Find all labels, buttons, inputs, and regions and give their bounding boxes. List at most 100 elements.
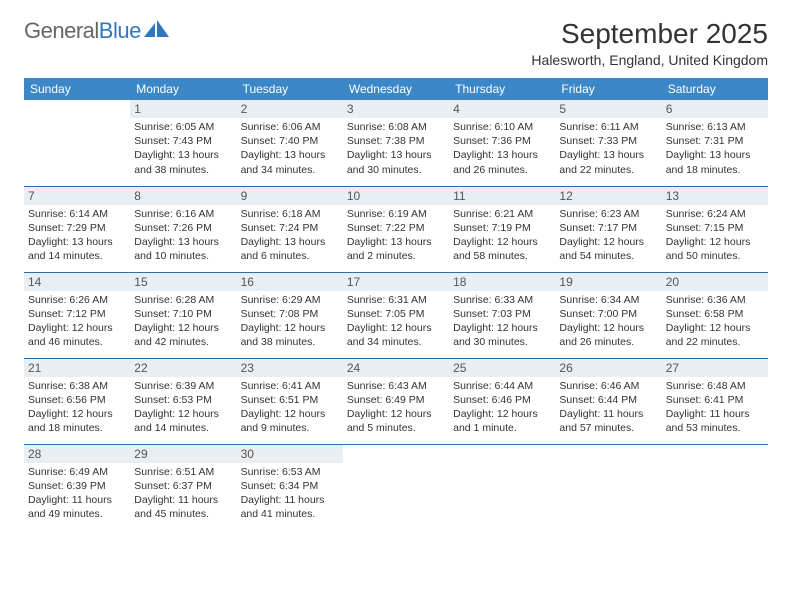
calendar-cell: 25Sunrise: 6:44 AMSunset: 6:46 PMDayligh… (449, 358, 555, 444)
calendar-cell: 18 Sunrise: 6:33 AMSunset: 7:03 PMDayligh… (449, 272, 555, 358)
day-details: Sunrise: 6:23 AMSunset: 7:17 PMDaylight:… (559, 207, 657, 264)
daylight-text: Daylight: 12 hours and 26 minutes. (559, 321, 657, 349)
daylight-text: Daylight: 12 hours and 22 minutes. (666, 321, 764, 349)
calendar-cell: 27Sunrise: 6:48 AMSunset: 6:41 PMDayligh… (662, 358, 768, 444)
calendar-week: 21Sunrise: 6:38 AMSunset: 6:56 PMDayligh… (24, 358, 768, 444)
header: GeneralBlue September 2025 (24, 18, 768, 50)
calendar-cell: 10Sunrise: 6:19 AMSunset: 7:22 PMDayligh… (343, 186, 449, 272)
sunset-text: Sunset: 6:34 PM (241, 479, 339, 493)
daylight-text: Daylight: 11 hours and 45 minutes. (134, 493, 232, 521)
day-details: Sunrise: 6:33 AMSunset: 7:03 PMDaylight:… (453, 293, 551, 350)
sunrise-text: Sunrise: 6:19 AM (347, 207, 445, 221)
day-details: Sunrise: 6:38 AMSunset: 6:56 PMDaylight:… (28, 379, 126, 436)
day-details: Sunrise: 6:08 AMSunset: 7:38 PMDaylight:… (347, 120, 445, 177)
day-details: Sunrise: 6:41 AMSunset: 6:51 PMDaylight:… (241, 379, 339, 436)
calendar-cell (662, 444, 768, 530)
sunrise-text: Sunrise: 6:14 AM (28, 207, 126, 221)
col-friday: Friday (555, 78, 661, 100)
calendar-week: 14Sunrise: 6:26 AMSunset: 7:12 PMDayligh… (24, 272, 768, 358)
daylight-text: Daylight: 11 hours and 53 minutes. (666, 407, 764, 435)
daylight-text: Daylight: 12 hours and 1 minute. (453, 407, 551, 435)
day-details: Sunrise: 6:36 AMSunset: 6:58 PMDaylight:… (666, 293, 764, 350)
sunrise-text: Sunrise: 6:05 AM (134, 120, 232, 134)
day-details: Sunrise: 6:13 AMSunset: 7:31 PMDaylight:… (666, 120, 764, 177)
sunrise-text: Sunrise: 6:34 AM (559, 293, 657, 307)
calendar-week: 1Sunrise: 6:05 AMSunset: 7:43 PMDaylight… (24, 100, 768, 186)
col-sunday: Sunday (24, 78, 130, 100)
daylight-text: Daylight: 11 hours and 41 minutes. (241, 493, 339, 521)
sunrise-text: Sunrise: 6:23 AM (559, 207, 657, 221)
calendar-cell: 29Sunrise: 6:51 AMSunset: 6:37 PMDayligh… (130, 444, 236, 530)
day-details: Sunrise: 6:24 AMSunset: 7:15 PMDaylight:… (666, 207, 764, 264)
daylight-text: Daylight: 12 hours and 54 minutes. (559, 235, 657, 263)
sunset-text: Sunset: 7:05 PM (347, 307, 445, 321)
day-number: 15 (130, 273, 236, 291)
sunrise-text: Sunrise: 6:10 AM (453, 120, 551, 134)
daylight-text: Daylight: 12 hours and 9 minutes. (241, 407, 339, 435)
sunset-text: Sunset: 7:33 PM (559, 134, 657, 148)
sunset-text: Sunset: 6:51 PM (241, 393, 339, 407)
sunrise-text: Sunrise: 6:48 AM (666, 379, 764, 393)
daylight-text: Daylight: 12 hours and 58 minutes. (453, 235, 551, 263)
sunrise-text: Sunrise: 6:51 AM (134, 465, 232, 479)
day-number: 4 (449, 100, 555, 118)
sunset-text: Sunset: 6:44 PM (559, 393, 657, 407)
calendar-cell: 26Sunrise: 6:46 AMSunset: 6:44 PMDayligh… (555, 358, 661, 444)
sunset-text: Sunset: 7:36 PM (453, 134, 551, 148)
sunrise-text: Sunrise: 6:33 AM (453, 293, 551, 307)
calendar-cell (555, 444, 661, 530)
page-title: September 2025 (561, 18, 768, 50)
sunrise-text: Sunrise: 6:44 AM (453, 379, 551, 393)
sunrise-text: Sunrise: 6:38 AM (28, 379, 126, 393)
daylight-text: Daylight: 13 hours and 14 minutes. (28, 235, 126, 263)
day-details: Sunrise: 6:39 AMSunset: 6:53 PMDaylight:… (134, 379, 232, 436)
sunrise-text: Sunrise: 6:36 AM (666, 293, 764, 307)
sunset-text: Sunset: 7:12 PM (28, 307, 126, 321)
calendar-cell (24, 100, 130, 186)
daylight-text: Daylight: 13 hours and 30 minutes. (347, 148, 445, 176)
daylight-text: Daylight: 12 hours and 38 minutes. (241, 321, 339, 349)
calendar-cell: 24Sunrise: 6:43 AMSunset: 6:49 PMDayligh… (343, 358, 449, 444)
day-number: 17 (343, 273, 449, 291)
col-monday: Monday (130, 78, 236, 100)
day-details: Sunrise: 6:49 AMSunset: 6:39 PMDaylight:… (28, 465, 126, 522)
daylight-text: Daylight: 12 hours and 30 minutes. (453, 321, 551, 349)
day-number: 11 (449, 187, 555, 205)
brand-logo: GeneralBlue (24, 18, 170, 44)
calendar-cell: 6 Sunrise: 6:13 AMSunset: 7:31 PMDaylight… (662, 100, 768, 186)
sunrise-text: Sunrise: 6:16 AM (134, 207, 232, 221)
calendar-cell: 3Sunrise: 6:08 AMSunset: 7:38 PMDaylight… (343, 100, 449, 186)
col-tuesday: Tuesday (237, 78, 343, 100)
daylight-text: Daylight: 12 hours and 14 minutes. (134, 407, 232, 435)
day-details: Sunrise: 6:16 AMSunset: 7:26 PMDaylight:… (134, 207, 232, 264)
daylight-text: Daylight: 12 hours and 34 minutes. (347, 321, 445, 349)
day-details: Sunrise: 6:46 AMSunset: 6:44 PMDaylight:… (559, 379, 657, 436)
day-number: 18 (449, 273, 555, 291)
sunset-text: Sunset: 7:19 PM (453, 221, 551, 235)
sunset-text: Sunset: 6:49 PM (347, 393, 445, 407)
sunrise-text: Sunrise: 6:11 AM (559, 120, 657, 134)
sunrise-text: Sunrise: 6:39 AM (134, 379, 232, 393)
daylight-text: Daylight: 12 hours and 5 minutes. (347, 407, 445, 435)
day-number: 30 (237, 445, 343, 463)
daylight-text: Daylight: 13 hours and 2 minutes. (347, 235, 445, 263)
sunset-text: Sunset: 7:08 PM (241, 307, 339, 321)
day-number: 14 (24, 273, 130, 291)
day-number: 16 (237, 273, 343, 291)
day-number: 6 (662, 100, 768, 118)
sunrise-text: Sunrise: 6:06 AM (241, 120, 339, 134)
calendar-cell (449, 444, 555, 530)
daylight-text: Daylight: 12 hours and 42 minutes. (134, 321, 232, 349)
day-details: Sunrise: 6:10 AMSunset: 7:36 PMDaylight:… (453, 120, 551, 177)
daylight-text: Daylight: 12 hours and 18 minutes. (28, 407, 126, 435)
daylight-text: Daylight: 13 hours and 38 minutes. (134, 148, 232, 176)
sunrise-text: Sunrise: 6:08 AM (347, 120, 445, 134)
day-details: Sunrise: 6:05 AMSunset: 7:43 PMDaylight:… (134, 120, 232, 177)
daylight-text: Daylight: 11 hours and 49 minutes. (28, 493, 126, 521)
col-wednesday: Wednesday (343, 78, 449, 100)
daylight-text: Daylight: 11 hours and 57 minutes. (559, 407, 657, 435)
calendar-cell: 2Sunrise: 6:06 AMSunset: 7:40 PMDaylight… (237, 100, 343, 186)
sunrise-text: Sunrise: 6:18 AM (241, 207, 339, 221)
day-number: 7 (24, 187, 130, 205)
sunrise-text: Sunrise: 6:24 AM (666, 207, 764, 221)
